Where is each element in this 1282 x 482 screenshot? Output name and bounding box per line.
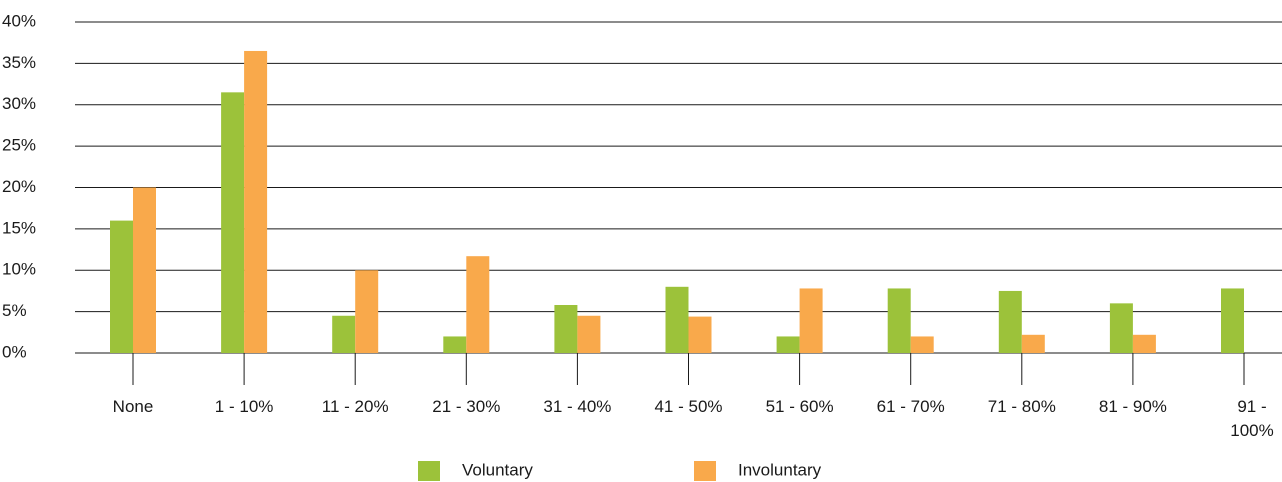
- bar: [665, 286, 689, 353]
- y-tick-label: 20%: [2, 177, 36, 196]
- bar: [244, 50, 268, 354]
- x-tick-label: None: [112, 397, 154, 416]
- bar: [1132, 334, 1156, 353]
- y-tick-label: 15%: [2, 218, 36, 237]
- bar: [355, 270, 379, 353]
- legend-label: Involuntary: [738, 460, 822, 479]
- bar: [110, 220, 133, 353]
- x-tick-label: 61 - 70%: [876, 397, 945, 416]
- x-tick-label: 41 - 50%: [654, 397, 723, 416]
- x-tick-label: 81 - 90%: [1098, 397, 1167, 416]
- bar: [221, 92, 245, 354]
- bar: [577, 315, 601, 353]
- x-tick-label: 31 - 40%: [543, 397, 612, 416]
- y-tick-label: 35%: [2, 53, 36, 72]
- legend-swatch: [418, 461, 440, 481]
- bar: [466, 256, 490, 353]
- y-tick-label: 5%: [2, 301, 27, 320]
- bar: [554, 305, 578, 353]
- x-tick-label: 21 - 30%: [432, 397, 501, 416]
- legend-label: Voluntary: [462, 460, 533, 479]
- bar: [887, 288, 911, 353]
- y-tick-label: 30%: [2, 94, 36, 113]
- legend-swatch: [694, 461, 716, 481]
- x-tick-label: 11 - 20%: [321, 397, 389, 416]
- x-tick-label: 91 - 100%: [1230, 397, 1274, 440]
- bar: [133, 187, 156, 353]
- bar: [332, 315, 356, 353]
- bar: [688, 316, 712, 353]
- bar: [1021, 334, 1045, 353]
- bar: [443, 336, 467, 353]
- x-tick-label: 1 - 10%: [214, 397, 274, 416]
- x-tick-label: 71 - 80%: [987, 397, 1056, 416]
- bar: [1221, 288, 1244, 353]
- bar: [799, 288, 823, 353]
- bar: [910, 336, 934, 353]
- y-tick-label: 25%: [2, 136, 36, 155]
- bar: [998, 290, 1022, 353]
- y-tick-label: 40%: [2, 11, 36, 30]
- x-tick-label: 51 - 60%: [765, 397, 834, 416]
- y-tick-label: 10%: [2, 260, 36, 279]
- bar: [776, 336, 800, 353]
- y-tick-label: 0%: [2, 342, 27, 361]
- bar: [1109, 303, 1133, 353]
